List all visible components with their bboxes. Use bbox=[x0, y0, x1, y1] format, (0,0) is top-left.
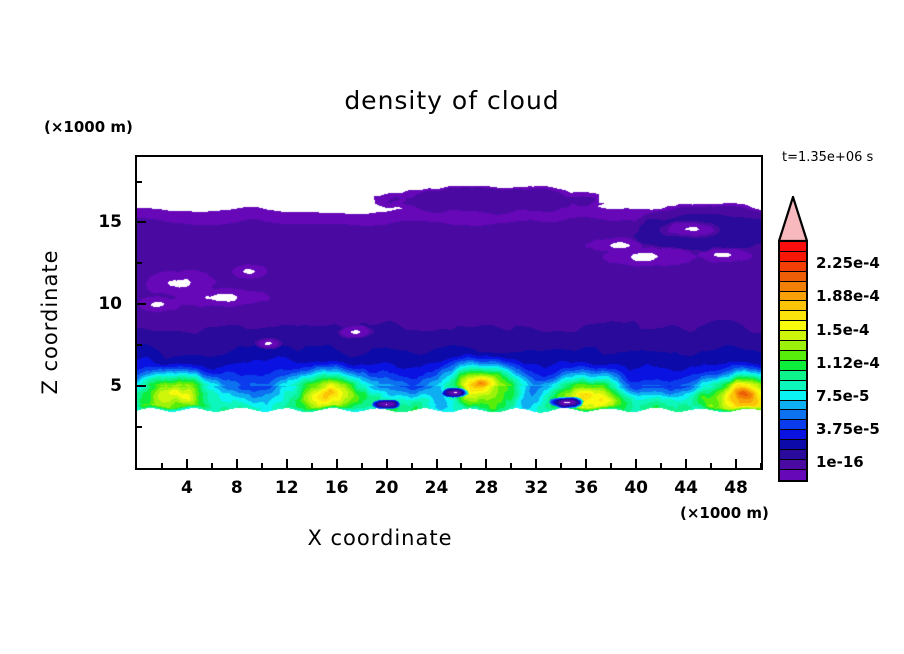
colorbar-band bbox=[780, 360, 806, 371]
colorbar-band bbox=[780, 242, 806, 252]
x-tick-label: 4 bbox=[180, 478, 193, 498]
colorbar-tick-label: 1.5e-4 bbox=[816, 320, 870, 339]
colorbar-band bbox=[780, 469, 806, 480]
colorbar-band bbox=[780, 440, 806, 451]
colorbar-band bbox=[780, 450, 806, 460]
x-tick-label: 24 bbox=[424, 478, 449, 498]
x-tick-label: 44 bbox=[674, 478, 698, 498]
colorbar-band bbox=[780, 301, 806, 312]
x-tick-label: 32 bbox=[524, 478, 549, 498]
colorbar-band bbox=[780, 271, 806, 282]
contour-field-canvas bbox=[137, 157, 761, 468]
colorbar-band bbox=[780, 459, 806, 470]
contour-plot-area bbox=[135, 155, 763, 470]
colorbar-tick-label: 1.88e-4 bbox=[816, 287, 880, 306]
page-title: density of cloud bbox=[344, 86, 560, 115]
colorbar-band bbox=[780, 400, 806, 411]
colorbar-band bbox=[780, 261, 806, 272]
y-tick-label: 5 bbox=[110, 376, 122, 397]
colorbar-band bbox=[780, 430, 806, 441]
y-tick-label: 15 bbox=[98, 212, 122, 233]
x-tick-label: 16 bbox=[324, 478, 349, 498]
colorbar-tick-label: 1e-16 bbox=[816, 452, 864, 471]
colorbar-tick-label: 1.12e-4 bbox=[816, 353, 880, 372]
colorbar-tick-label: 2.25e-4 bbox=[816, 254, 880, 273]
colorbar-band bbox=[780, 380, 806, 391]
colorbar-band bbox=[780, 390, 806, 401]
x-axis-unit-label: (×1000 m) bbox=[680, 504, 769, 522]
y-axis-title: Z coordinate bbox=[38, 249, 62, 395]
x-tick-label: 40 bbox=[624, 478, 649, 498]
colorbar-band bbox=[780, 321, 806, 332]
y-axis-unit-label: (×1000 m) bbox=[44, 118, 133, 136]
x-tick-label: 8 bbox=[230, 478, 243, 498]
time-annotation: t=1.35e+06 s bbox=[782, 150, 874, 165]
colorbar-band bbox=[780, 251, 806, 262]
colorbar-band bbox=[780, 341, 806, 351]
x-tick-label: 20 bbox=[374, 478, 399, 498]
y-tick-label: 10 bbox=[98, 294, 122, 315]
x-axis-title: X coordinate bbox=[307, 526, 453, 550]
colorbar-band bbox=[780, 420, 806, 431]
x-tick-label: 48 bbox=[724, 478, 748, 498]
colorbar-arrow-icon bbox=[778, 196, 808, 242]
colorbar-tick-label: 7.5e-5 bbox=[816, 386, 870, 405]
colorbar-bands bbox=[778, 240, 808, 482]
x-tick-label: 12 bbox=[274, 478, 299, 498]
colorbar-band bbox=[780, 410, 806, 421]
colorbar-band bbox=[780, 291, 806, 302]
colorbar-band bbox=[780, 311, 806, 322]
colorbar-band bbox=[780, 331, 806, 342]
colorbar: 2.25e-4 1.88e-4 1.5e-4 1.12e-4 7.5e-5 3.75e-5… bbox=[778, 196, 898, 486]
colorbar-tick-label: 3.75e-5 bbox=[816, 419, 880, 438]
colorbar-band bbox=[780, 350, 806, 361]
colorbar-band bbox=[780, 281, 806, 292]
colorbar-band bbox=[780, 370, 806, 381]
x-tick-label: 36 bbox=[574, 478, 599, 498]
x-tick-label: 28 bbox=[474, 478, 499, 498]
